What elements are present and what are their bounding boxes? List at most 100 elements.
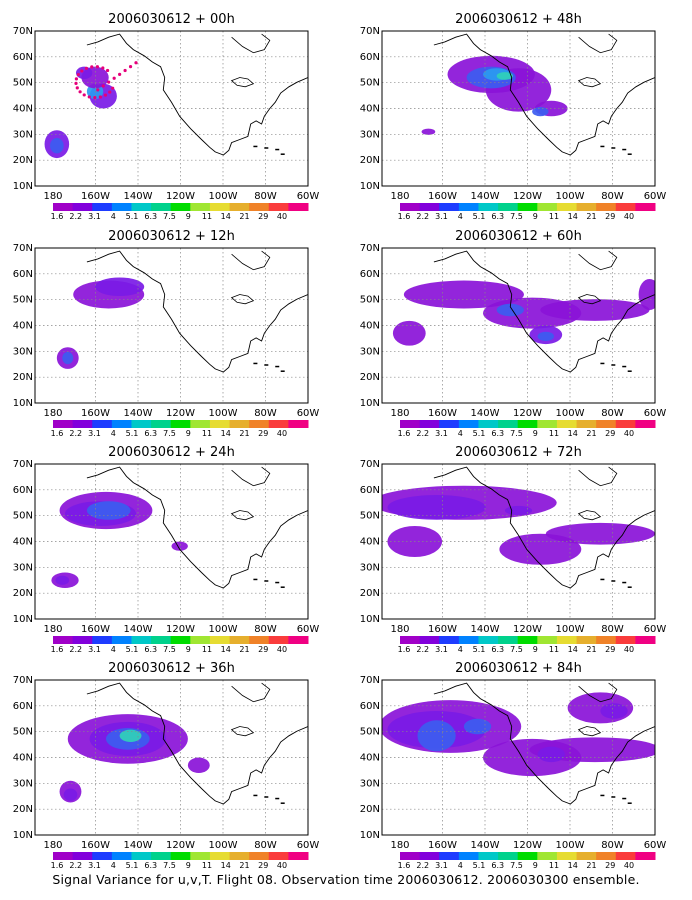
colorbar-label: 5.1 <box>126 212 139 221</box>
lat-tick-label: 60N <box>13 269 33 280</box>
colorbar-swatch <box>458 852 479 860</box>
colorbar-swatch <box>419 203 440 211</box>
colorbar-label: 1.6 <box>398 212 411 221</box>
colorbar-swatch <box>419 636 440 644</box>
colorbar-swatch <box>635 420 656 428</box>
lat-tick-label: 10N <box>360 398 380 409</box>
map-panel: 2006030612 + 00h 70N 60N 50N 40N 30N 20N 10N 180… <box>13 12 320 221</box>
colorbar-label: 2.2 <box>69 429 82 438</box>
colorbar-label: 4 <box>111 645 116 654</box>
colorbar-swatch <box>556 636 578 644</box>
colorbar-label: 14 <box>568 212 578 221</box>
colorbar-label: 4 <box>458 212 463 221</box>
colorbar-swatch <box>596 420 617 428</box>
lon-tick-label: 60W <box>297 624 320 635</box>
colorbar-swatch <box>268 203 289 211</box>
colorbar-swatch <box>288 203 309 211</box>
panel-plot-area <box>35 248 308 403</box>
colorbar-swatch <box>439 636 460 644</box>
panel-title: 2006030612 + 60h <box>455 229 582 244</box>
caribbean-island <box>280 586 285 588</box>
map-panel: 2006030612 + 60h 70N 60N 50N 40N 30N 20N 10N 180… <box>360 229 667 438</box>
flight-track-point <box>111 86 115 90</box>
colorbar-swatch <box>517 852 538 860</box>
hudson-bay-coast <box>578 682 618 703</box>
colorbar-label: 21 <box>239 212 249 221</box>
lon-tick-label: 140W <box>471 408 500 419</box>
lon-tick-label: 60W <box>644 624 667 635</box>
lat-tick-label: 40N <box>13 104 33 115</box>
lon-tick-label: 120W <box>513 840 542 851</box>
panel-plot-area <box>35 31 308 186</box>
colorbar-swatch <box>92 852 113 860</box>
colorbar-swatch <box>111 852 132 860</box>
colorbar-swatch <box>111 636 132 644</box>
panel-frame <box>34 679 309 836</box>
colorbar-label: 9 <box>186 645 191 654</box>
lon-tick-label: 80W <box>254 624 277 635</box>
lon-tick-label: 140W <box>124 624 153 635</box>
lat-tick-label: 30N <box>13 778 33 789</box>
colorbar-label: 9 <box>186 212 191 221</box>
flight-track-point <box>105 68 110 73</box>
variance-contour <box>421 128 436 135</box>
variance-contour <box>50 137 64 154</box>
lat-tick-label: 50N <box>360 511 380 522</box>
variance-contour <box>537 746 565 763</box>
colorbar-label: 1.6 <box>398 861 411 870</box>
colorbar-label: 7.5 <box>510 212 523 221</box>
colorbar-swatch <box>458 636 479 644</box>
colorbar-swatch <box>268 852 289 860</box>
colorbar-swatch <box>229 852 250 860</box>
colorbar-label: 7.5 <box>163 429 176 438</box>
colorbar-label: 7.5 <box>163 645 176 654</box>
colorbar-label: 7.5 <box>510 645 523 654</box>
colorbar-label: 2.2 <box>416 645 429 654</box>
panel-title: 2006030612 + 84h <box>455 661 582 676</box>
lon-tick-label: 120W <box>513 191 542 202</box>
lat-tick-label: 10N <box>360 830 380 841</box>
flight-track-point <box>80 69 84 73</box>
colorbar-swatch <box>400 420 421 428</box>
lon-tick-label: 140W <box>471 191 500 202</box>
colorbar-swatch <box>288 852 309 860</box>
hudson-bay-coast <box>231 33 271 54</box>
colorbar-label: 7.5 <box>510 861 523 870</box>
figure-caption: Signal Variance for u,v,T. Flight 08. Ob… <box>52 872 640 887</box>
lat-tick-label: 50N <box>360 295 380 306</box>
colorbar-swatch <box>478 203 499 211</box>
colorbar-label: 1.6 <box>51 429 64 438</box>
lat-tick-label: 50N <box>13 511 33 522</box>
colorbar-label: 21 <box>239 861 249 870</box>
colorbar-swatch <box>131 636 152 644</box>
colorbar-label: 4 <box>458 645 463 654</box>
lat-tick-label: 60N <box>360 269 380 280</box>
lat-tick-label: 20N <box>13 588 33 599</box>
colorbar-label: 6.3 <box>491 212 504 221</box>
colorbar-swatch <box>151 420 172 428</box>
colorbar-swatch <box>615 420 636 428</box>
flight-track-point <box>101 84 105 88</box>
colorbar-swatch <box>229 636 250 644</box>
variance-contour <box>532 106 549 117</box>
lat-tick-label: 50N <box>13 295 33 306</box>
colorbar-label: 14 <box>568 645 578 654</box>
colorbar-label: 29 <box>258 645 268 654</box>
flight-track-point <box>108 90 112 94</box>
coastline <box>433 33 655 156</box>
colorbar-swatch <box>635 852 656 860</box>
flight-track-point <box>75 86 79 90</box>
lat-tick-label: 60N <box>360 701 380 712</box>
colorbar-label: 2.2 <box>416 429 429 438</box>
lon-tick-label: 100W <box>209 624 238 635</box>
coastline <box>433 466 655 589</box>
caribbean-island <box>253 578 258 581</box>
lat-tick-label: 70N <box>360 675 380 686</box>
lat-tick-label: 70N <box>13 459 33 470</box>
caribbean-island <box>627 586 632 588</box>
colorbar-label: 29 <box>605 429 615 438</box>
colorbar-label: 5.1 <box>473 212 486 221</box>
map-panel: 2006030612 + 48h 70N 60N 50N 40N 30N 20N 10N 180… <box>360 12 667 221</box>
colorbar-swatch <box>439 852 460 860</box>
caribbean-island <box>600 578 605 581</box>
